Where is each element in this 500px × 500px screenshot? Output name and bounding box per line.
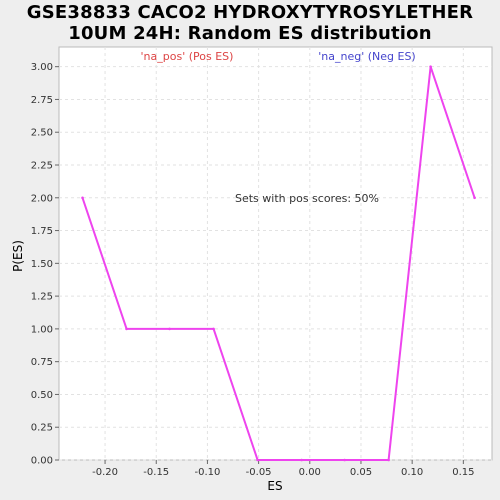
chart-title: GSE38833 CACO2 HYDROXYTYROSYLETHER 10UM … <box>0 2 500 44</box>
series-layer <box>81 65 476 462</box>
legend-neg-es: 'na_neg' (Neg ES) <box>318 50 415 63</box>
x-tick-label: -0.10 <box>194 467 220 478</box>
data-point <box>125 327 128 331</box>
data-point <box>473 196 476 200</box>
data-point <box>387 458 390 462</box>
legend-pos-es: 'na_pos' (Pos ES) <box>141 50 234 63</box>
data-point <box>256 458 259 462</box>
y-tick-label: 0.25 <box>31 423 53 434</box>
y-tick-label: 0.00 <box>31 456 53 467</box>
y-tick-label: 1.25 <box>31 292 53 303</box>
y-tick-label: 2.00 <box>31 193 53 204</box>
data-point <box>168 327 171 331</box>
data-point <box>343 458 346 462</box>
data-point <box>212 327 215 331</box>
y-tick-label: 2.75 <box>31 95 53 106</box>
y-tick-label: 3.00 <box>31 62 53 73</box>
series-line <box>81 65 476 461</box>
y-tick-label: 2.50 <box>31 128 53 139</box>
y-axis-title: P(ES) <box>11 240 25 272</box>
x-tick-label: 0.05 <box>350 467 372 478</box>
y-tick-label: 1.00 <box>31 324 53 335</box>
x-tick-label: 0.15 <box>452 467 474 478</box>
x-axis-title: ES <box>267 479 282 493</box>
data-point <box>429 65 432 68</box>
x-tick-label: -0.05 <box>246 467 272 478</box>
y-tick-label: 2.25 <box>31 161 53 172</box>
data-point <box>81 196 84 200</box>
grid-lines <box>59 47 492 461</box>
plot-area <box>58 46 493 461</box>
pos-scores-annotation: Sets with pos scores: 50% <box>235 192 379 205</box>
x-tick-label: -0.20 <box>92 467 118 478</box>
data-point <box>300 458 303 462</box>
chart-title-line-1: GSE38833 CACO2 HYDROXYTYROSYLETHER <box>26 2 474 23</box>
x-tick-label: -0.15 <box>143 467 169 478</box>
x-tick-label: 0.00 <box>299 467 321 478</box>
y-tick-label: 0.75 <box>31 357 53 368</box>
x-tick-label: 0.10 <box>401 467 423 478</box>
y-tick-label: 0.50 <box>31 390 53 401</box>
y-tick-label: 1.50 <box>31 259 53 270</box>
chart-title-line-2: 10UM 24H: Random ES distribution <box>68 23 432 44</box>
y-tick-label: 1.75 <box>31 226 53 237</box>
axis-ticks: -0.20 -0.15 -0.10 -0.05 0.00 0.05 0.10 0.15 0.00… <box>31 62 475 478</box>
